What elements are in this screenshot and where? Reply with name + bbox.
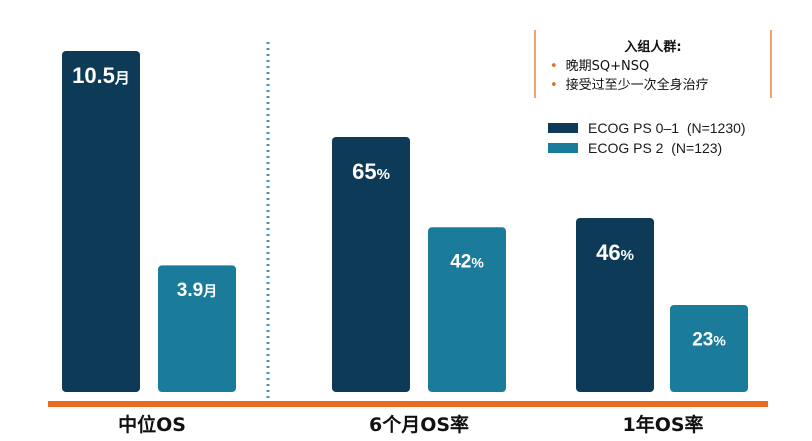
category-label: 1年OS率 (622, 413, 703, 436)
value-unit: % (713, 332, 726, 348)
legend-item: ECOG PS 0–1 (N=1230) (548, 118, 746, 138)
legend-swatch (548, 143, 578, 153)
value-number: 42 (450, 252, 471, 273)
info-item-text: 接受过至少一次全身治疗 (565, 78, 709, 93)
bar-ecog-ps-0-1 (576, 218, 654, 392)
legend-label: ECOG PS 2 (N=123) (588, 140, 723, 156)
legend-swatch (548, 123, 578, 133)
bar-value-label: 10.5月 (72, 63, 130, 88)
info-box-title: 入组人群: (624, 40, 682, 55)
info-item-text: 晚期SQ+NSQ (565, 59, 650, 74)
enrollment-info-box: 入组人群: • 晚期SQ+NSQ • 接受过至少一次全身治疗 (534, 30, 772, 98)
bar-ecog-ps-2 (158, 265, 236, 392)
legend: ECOG PS 0–1 (N=1230) ECOG PS 2 (N=123) (548, 118, 746, 158)
legend-label: ECOG PS 0–1 (N=1230) (588, 120, 746, 136)
value-unit: % (377, 166, 390, 183)
bar-value-label: 46% (596, 240, 634, 265)
bullet-icon: • (550, 59, 558, 74)
bar-value-label: 65% (352, 159, 390, 184)
value-number: 65 (352, 159, 376, 184)
value-number: 3.9 (177, 280, 203, 301)
bar-value-label: 3.9月 (177, 280, 217, 301)
value-number: 46 (596, 240, 620, 265)
value-unit: % (471, 255, 484, 271)
bar-value-label: 42% (450, 252, 484, 273)
value-unit: 月 (202, 283, 217, 299)
bar-ecog-ps-0-1 (332, 137, 410, 392)
value-unit: 月 (114, 70, 130, 87)
info-box-item: • 接受过至少一次全身治疗 (550, 74, 709, 93)
bullet-icon: • (550, 78, 558, 93)
bar-ecog-ps-0-1 (62, 51, 140, 392)
bar-ecog-ps-2 (670, 305, 748, 392)
bar-ecog-ps-2 (428, 227, 506, 392)
category-labels-group: 中位OS 6个月OS率 1年OS率 (118, 413, 703, 436)
value-unit: % (621, 247, 634, 264)
value-number: 23 (692, 329, 713, 350)
category-label: 6个月OS率 (369, 413, 469, 436)
info-box-item: • 晚期SQ+NSQ (550, 55, 649, 74)
bar-value-label: 23% (692, 329, 726, 350)
category-label: 中位OS (118, 413, 186, 436)
value-number: 10.5 (72, 63, 115, 88)
bars-group (62, 51, 748, 392)
legend-item: ECOG PS 2 (N=123) (548, 138, 746, 158)
